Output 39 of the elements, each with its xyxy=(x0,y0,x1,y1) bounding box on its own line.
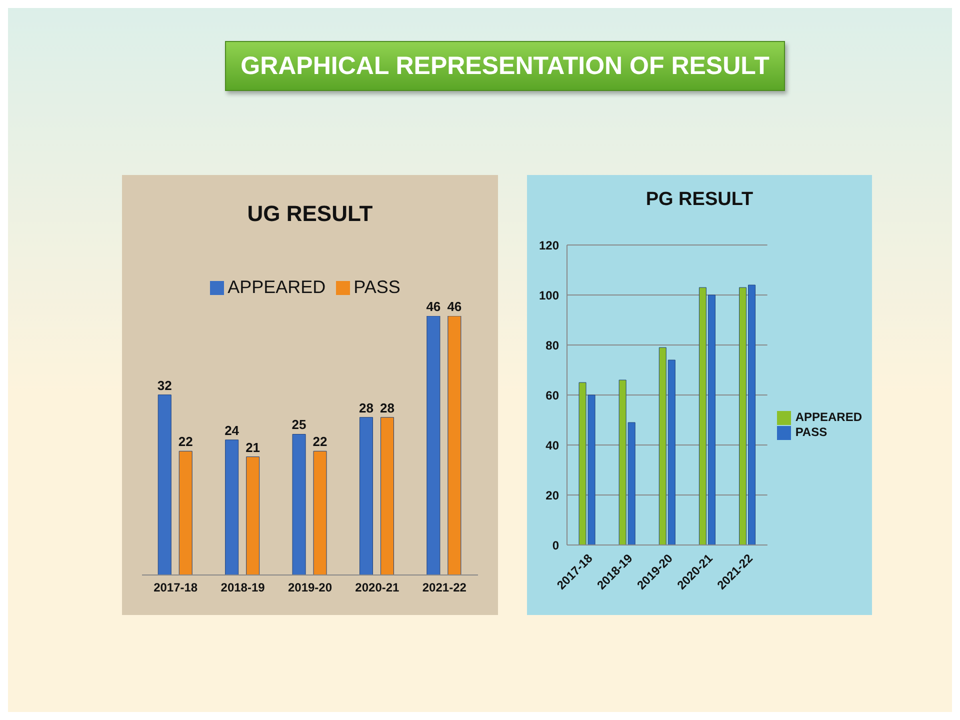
bar xyxy=(448,316,462,575)
y-tick-label: 120 xyxy=(538,238,560,252)
data-label: 46 xyxy=(426,299,441,314)
data-label: 28 xyxy=(358,400,374,416)
text: GRAPHICAL REPRESENTATION OF RESULT xyxy=(240,52,770,80)
x-tick-label: 2017-18 xyxy=(154,580,198,595)
data-label: 24 xyxy=(224,422,240,438)
data-label: 46 xyxy=(447,299,462,314)
data-label: 21 xyxy=(246,440,260,455)
bar xyxy=(246,456,260,575)
legend-label: APPEARED xyxy=(795,410,862,424)
y-tick-label: 40 xyxy=(546,438,560,452)
y-tick-label: 20 xyxy=(546,488,560,502)
y-tick-label: 60 xyxy=(546,388,560,402)
bar xyxy=(380,417,394,575)
x-tick-label: 2021-22 xyxy=(422,580,467,595)
data-label: 25 xyxy=(292,417,306,432)
x-tick-label: 2020-21 xyxy=(355,580,400,595)
data-label: 32 xyxy=(157,378,172,393)
chart-title: PG RESULT xyxy=(644,189,754,211)
y-tick-label: 80 xyxy=(546,338,560,352)
data-label: 22 xyxy=(178,434,193,450)
data-label: 22 xyxy=(312,434,328,450)
data-label: 28 xyxy=(380,400,394,416)
legend-label: APPEARED xyxy=(228,277,326,297)
bar xyxy=(225,440,239,575)
bar xyxy=(178,450,192,575)
legend-label: PASS xyxy=(354,277,400,297)
chart-title: UG RESULT xyxy=(246,201,374,227)
bar xyxy=(426,316,440,575)
bar xyxy=(313,450,327,575)
bar xyxy=(292,434,306,575)
x-tick-label: 2019-20 xyxy=(288,580,332,595)
y-tick-label: 0 xyxy=(552,538,560,552)
bar xyxy=(359,417,373,575)
legend-label: PASS xyxy=(795,425,828,439)
x-tick-label: 2018-19 xyxy=(220,580,266,595)
bar xyxy=(158,394,172,575)
y-tick-label: 100 xyxy=(538,288,560,302)
